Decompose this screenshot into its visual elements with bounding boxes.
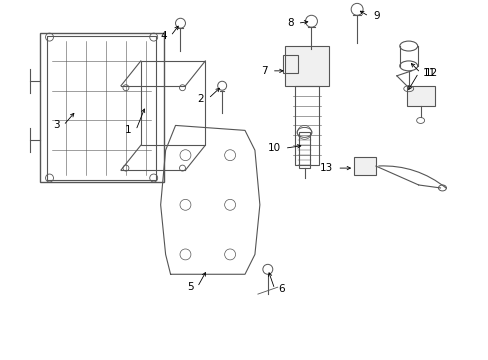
Bar (353, 157, 375, 175)
Bar (40, 33, 163, 182)
Text: 2: 2 (197, 94, 204, 104)
Text: 1: 1 (125, 125, 132, 135)
Text: 3: 3 (53, 121, 60, 130)
Text: 12: 12 (424, 68, 437, 78)
Bar (141, 61, 205, 145)
Bar (294, 86, 319, 165)
Text: 5: 5 (186, 282, 193, 292)
Text: 8: 8 (286, 18, 293, 28)
Text: 6: 6 (278, 284, 285, 294)
Text: 13: 13 (320, 163, 333, 173)
Bar (284, 46, 328, 86)
Text: 4: 4 (160, 31, 166, 41)
Bar (282, 55, 297, 73)
Text: 7: 7 (261, 66, 267, 76)
Text: 9: 9 (372, 11, 379, 21)
Text: 10: 10 (267, 143, 280, 153)
Bar (298, 132, 310, 168)
Bar (406, 86, 434, 105)
Text: 11: 11 (422, 68, 435, 78)
